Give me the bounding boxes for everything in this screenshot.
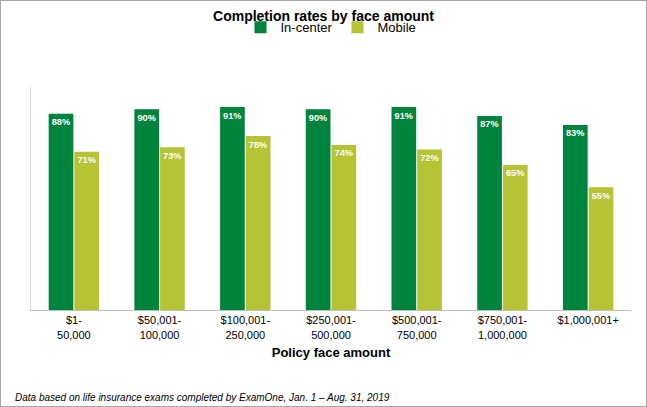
svg-text:55%: 55%	[592, 191, 610, 201]
svg-text:$500,001-750,000: $500,001-750,000	[392, 314, 442, 340]
svg-text:$250,001-500,000: $250,001-500,000	[306, 314, 356, 340]
svg-text:$750,001-1,000,000: $750,001-1,000,000	[478, 314, 528, 340]
svg-text:71%: 71%	[77, 155, 95, 165]
svg-text:65%: 65%	[506, 168, 524, 178]
svg-text:In-center: In-center	[281, 20, 333, 35]
svg-text:87%: 87%	[480, 119, 498, 129]
svg-text:Mobile: Mobile	[377, 20, 415, 35]
svg-text:90%: 90%	[309, 113, 327, 123]
svg-text:74%: 74%	[335, 148, 353, 158]
svg-text:Completion rates by face amoun: Completion rates by face amount	[213, 8, 434, 24]
svg-text:72%: 72%	[420, 153, 438, 163]
svg-text:$1,000,001+: $1,000,001+	[557, 314, 618, 326]
svg-text:78%: 78%	[249, 140, 267, 150]
svg-text:$100,001-250,000: $100,001-250,000	[221, 314, 271, 340]
svg-text:91%: 91%	[395, 111, 413, 121]
svg-text:88%: 88%	[52, 117, 70, 127]
svg-text:83%: 83%	[566, 128, 584, 138]
svg-text:$1-50,000: $1-50,000	[57, 314, 91, 340]
svg-text:$50,001-100,000: $50,001-100,000	[138, 314, 182, 340]
svg-text:90%: 90%	[137, 113, 155, 123]
svg-text:91%: 91%	[223, 111, 241, 121]
svg-text:73%: 73%	[163, 151, 181, 161]
svg-text:Policy face amount: Policy face amount	[272, 345, 391, 360]
svg-text:Data based on life insurance e: Data based on life insurance exams compl…	[15, 392, 390, 403]
